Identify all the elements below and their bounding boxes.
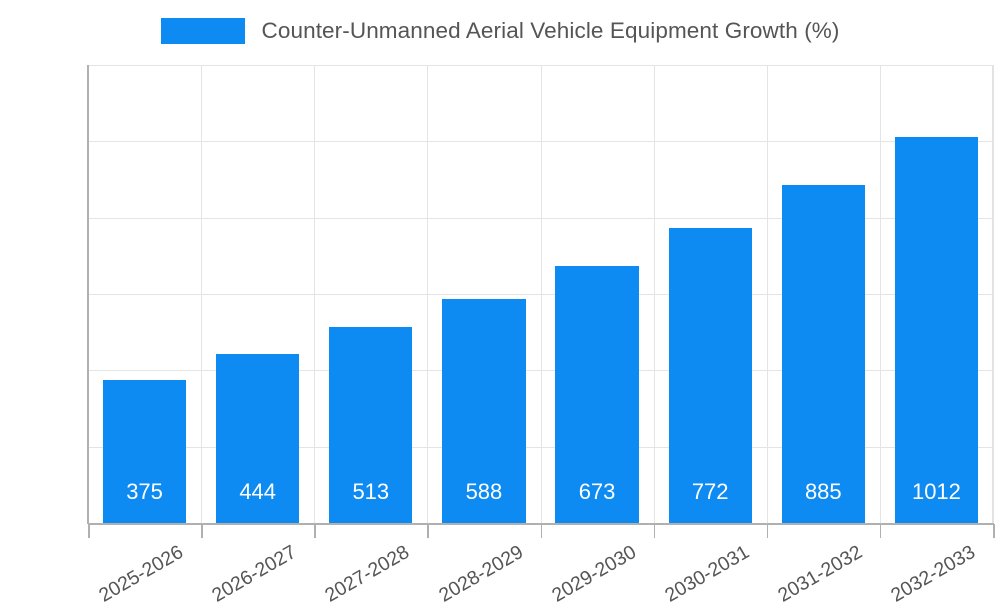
y-axis-tick-labels: 020040060080010001200 [0, 65, 1000, 523]
x-axis-tick-label-text: 2032-2033 [887, 541, 980, 607]
bar[interactable]: 673 [555, 266, 639, 523]
vertical-gridline [427, 65, 429, 523]
x-axis-tick-mark [314, 524, 316, 538]
y-axis-line [87, 65, 89, 524]
x-axis-tick-mark [993, 524, 995, 538]
bar[interactable]: 513 [329, 327, 413, 523]
vertical-gridline [993, 65, 994, 523]
x-axis-tick-label-text: 2025-2026 [95, 541, 188, 607]
bar[interactable]: 1012 [894, 136, 978, 523]
bar[interactable]: 885 [781, 185, 865, 523]
plot-area: 375 444 513 588 673 772 885 1012 [88, 65, 994, 524]
vertical-gridline [766, 65, 768, 523]
vertical-gridline [314, 65, 316, 523]
x-axis-tick-label-text: 2027-2028 [321, 541, 414, 607]
bar[interactable]: 772 [668, 228, 752, 523]
bar-value-label: 375 [126, 479, 163, 504]
x-axis-line [88, 523, 994, 525]
bar-value-label: 513 [352, 479, 390, 504]
x-axis-tick-label-text: 2030-2031 [661, 541, 753, 607]
x-axis-tick-label-text: 2028-2029 [434, 541, 527, 607]
bar-value-label: 885 [804, 479, 842, 504]
vertical-gridline [201, 65, 203, 523]
x-axis-tick-label-text: 2029-2030 [547, 541, 640, 607]
bar-value-label: 772 [691, 479, 729, 504]
bar[interactable]: 375 [102, 379, 187, 523]
x-axis-tick-mark [879, 524, 882, 538]
chart-legend: Counter-Unmanned Aerial Vehicle Equipmen… [0, 10, 1000, 52]
bar-value-label: 673 [578, 479, 616, 504]
x-axis-tick-labels: 2025-2026 2026-2027 2027-2028 2028-2029 2029… [0, 523, 1000, 607]
x-axis-tick-mark [653, 524, 656, 538]
bar-value-label: 588 [465, 479, 503, 504]
x-axis-tick-label-text: 2026-2027 [208, 541, 301, 607]
x-axis-tick-mark [540, 524, 542, 538]
legend-color-swatch [160, 18, 245, 44]
x-axis-tick-mark [88, 524, 90, 538]
vertical-gridline [653, 65, 655, 523]
bar-value-label: 444 [239, 479, 277, 504]
bar-value-label: 1012 [911, 479, 961, 504]
x-axis-tick-label-text: 2031-2032 [774, 541, 866, 607]
vertical-gridline [879, 65, 881, 523]
bar[interactable]: 588 [442, 298, 526, 523]
x-axis-tick-mark [427, 524, 429, 538]
legend-label: Counter-Unmanned Aerial Vehicle Equipmen… [261, 18, 840, 43]
x-axis-tick-mark [766, 524, 769, 538]
bar[interactable]: 444 [216, 353, 300, 523]
x-axis-tick-mark [201, 524, 203, 538]
vertical-gridline [540, 65, 542, 523]
